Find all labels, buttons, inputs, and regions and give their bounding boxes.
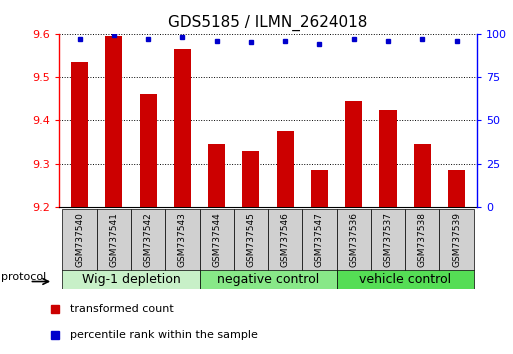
- Bar: [242, 151, 260, 207]
- Text: GSM737537: GSM737537: [384, 212, 392, 267]
- Text: vehicle control: vehicle control: [359, 273, 451, 286]
- Bar: [131, 209, 165, 271]
- Bar: [234, 209, 268, 271]
- Bar: [337, 209, 371, 271]
- Text: GSM737539: GSM737539: [452, 212, 461, 267]
- Text: GSM737543: GSM737543: [178, 212, 187, 267]
- Bar: [208, 144, 225, 207]
- Text: GSM737547: GSM737547: [315, 212, 324, 267]
- Bar: [268, 209, 302, 271]
- Text: GSM737545: GSM737545: [246, 212, 255, 267]
- Text: GSM737536: GSM737536: [349, 212, 358, 267]
- Text: percentile rank within the sample: percentile rank within the sample: [70, 330, 258, 340]
- Bar: [345, 101, 362, 207]
- Bar: [71, 62, 88, 207]
- Bar: [405, 209, 440, 271]
- Bar: [63, 209, 96, 271]
- Bar: [413, 144, 431, 207]
- Text: negative control: negative control: [217, 273, 319, 286]
- Bar: [105, 36, 123, 207]
- Bar: [140, 94, 156, 207]
- Bar: [337, 270, 473, 289]
- Bar: [63, 270, 200, 289]
- Text: GSM737546: GSM737546: [281, 212, 290, 267]
- Bar: [448, 170, 465, 207]
- Bar: [302, 209, 337, 271]
- Bar: [200, 270, 337, 289]
- Bar: [380, 109, 397, 207]
- Bar: [277, 131, 294, 207]
- Bar: [371, 209, 405, 271]
- Bar: [200, 209, 234, 271]
- Text: transformed count: transformed count: [70, 304, 174, 314]
- Bar: [311, 170, 328, 207]
- Text: GSM737541: GSM737541: [109, 212, 119, 267]
- Bar: [174, 49, 191, 207]
- Text: GSM737542: GSM737542: [144, 212, 152, 267]
- Text: protocol: protocol: [1, 272, 47, 281]
- Text: GSM737540: GSM737540: [75, 212, 84, 267]
- Bar: [440, 209, 473, 271]
- Text: GSM737544: GSM737544: [212, 212, 221, 267]
- Bar: [165, 209, 200, 271]
- Title: GDS5185 / ILMN_2624018: GDS5185 / ILMN_2624018: [168, 15, 368, 31]
- Text: GSM737538: GSM737538: [418, 212, 427, 267]
- Text: Wig-1 depletion: Wig-1 depletion: [82, 273, 181, 286]
- Bar: [96, 209, 131, 271]
